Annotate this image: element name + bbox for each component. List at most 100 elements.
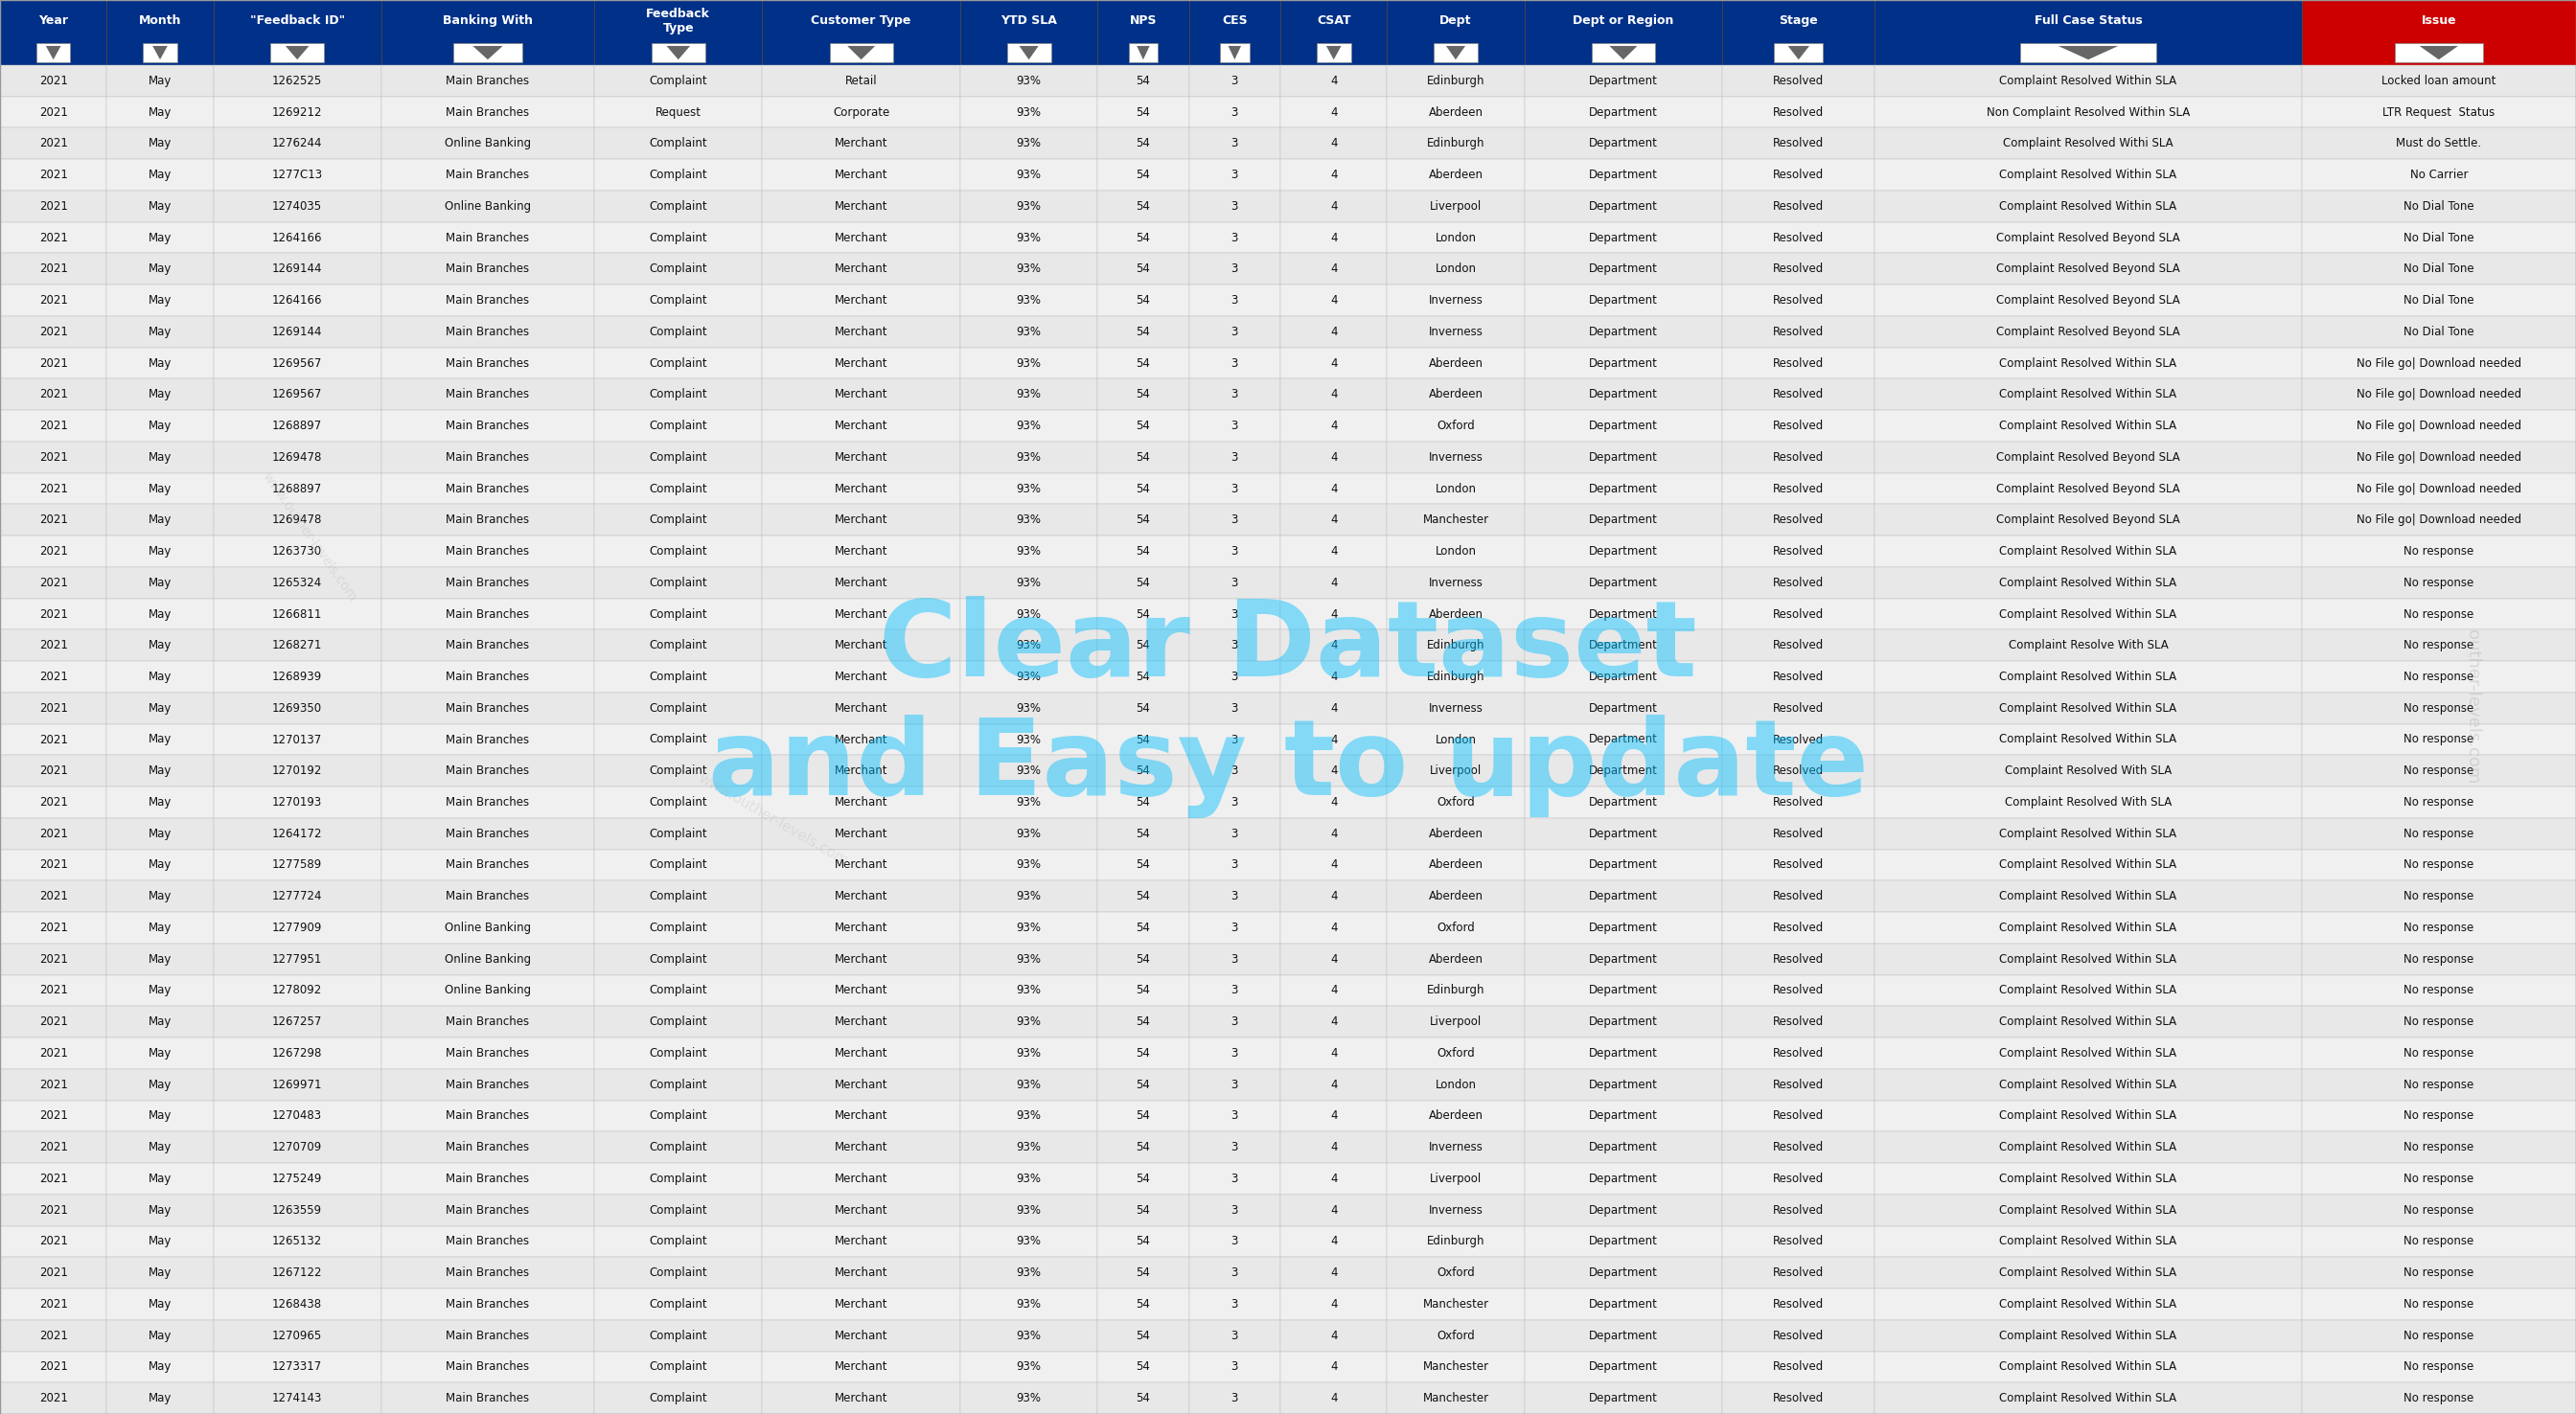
- Bar: [1875, 1100, 2300, 1131]
- Text: 2021: 2021: [39, 482, 67, 495]
- Text: Resolved: Resolved: [1772, 168, 1824, 181]
- Bar: [1280, 65, 1386, 96]
- Text: Merchant: Merchant: [835, 1079, 889, 1090]
- Bar: [106, 755, 214, 786]
- Text: Resolved: Resolved: [1772, 482, 1824, 495]
- Bar: [1723, 127, 1875, 160]
- Bar: [1280, 317, 1386, 348]
- Bar: [0, 693, 106, 724]
- Bar: [1190, 317, 1280, 348]
- Bar: [1128, 42, 1157, 62]
- Bar: [106, 1164, 214, 1195]
- Bar: [2396, 42, 2483, 62]
- Text: Edinburgh: Edinburgh: [1427, 1236, 1484, 1247]
- Text: Department: Department: [1589, 1046, 1659, 1059]
- Text: 93%: 93%: [1018, 734, 1041, 745]
- Text: 93%: 93%: [1018, 294, 1041, 307]
- Bar: [106, 974, 214, 1007]
- Bar: [2300, 662, 2576, 693]
- Text: Complaint: Complaint: [649, 356, 708, 369]
- Text: Merchant: Merchant: [835, 513, 889, 526]
- Bar: [1280, 598, 1386, 629]
- Bar: [106, 222, 214, 253]
- Text: 2021: 2021: [39, 1203, 67, 1216]
- Bar: [1190, 96, 1280, 127]
- Text: 4: 4: [1329, 827, 1337, 840]
- Text: No response: No response: [2403, 827, 2473, 840]
- Bar: [106, 724, 214, 755]
- Bar: [1525, 1288, 1723, 1319]
- Polygon shape: [1020, 45, 1038, 59]
- Bar: [1525, 755, 1723, 786]
- Bar: [1525, 1038, 1723, 1069]
- Text: Merchant: Merchant: [835, 325, 889, 338]
- Text: Merchant: Merchant: [835, 232, 889, 243]
- Bar: [961, 662, 1097, 693]
- Bar: [1097, 127, 1190, 160]
- Bar: [652, 42, 706, 62]
- Text: Aberdeen: Aberdeen: [1427, 106, 1484, 119]
- Text: 2021: 2021: [39, 734, 67, 745]
- Bar: [762, 379, 961, 410]
- Bar: [595, 1288, 762, 1319]
- Text: 1269478: 1269478: [273, 451, 322, 464]
- Bar: [1280, 850, 1386, 881]
- Bar: [1386, 786, 1525, 817]
- Text: Inverness: Inverness: [1430, 577, 1484, 590]
- Text: Merchant: Merchant: [835, 137, 889, 150]
- Text: Must do Settle.: Must do Settle.: [2396, 137, 2481, 150]
- Bar: [1280, 662, 1386, 693]
- Bar: [1875, 65, 2300, 96]
- Bar: [1386, 567, 1525, 598]
- Bar: [1723, 441, 1875, 472]
- Text: 1269144: 1269144: [273, 325, 322, 338]
- Bar: [1386, 65, 1525, 96]
- Text: May: May: [149, 482, 173, 495]
- Bar: [961, 1257, 1097, 1288]
- Bar: [1386, 1257, 1525, 1288]
- Text: May: May: [149, 827, 173, 840]
- Bar: [214, 284, 381, 317]
- Text: 93%: 93%: [1018, 1298, 1041, 1311]
- Text: Merchant: Merchant: [835, 546, 889, 557]
- Bar: [762, 1352, 961, 1383]
- Text: Complaint Resolved Beyond SLA: Complaint Resolved Beyond SLA: [1996, 263, 2179, 276]
- Text: Edinburgh: Edinburgh: [1427, 639, 1484, 652]
- Text: 93%: 93%: [1018, 827, 1041, 840]
- Bar: [1386, 222, 1525, 253]
- Bar: [595, 1352, 762, 1383]
- Bar: [1190, 1195, 1280, 1226]
- Text: No response: No response: [2403, 1203, 2473, 1216]
- Bar: [0, 1226, 106, 1257]
- Text: 4: 4: [1329, 796, 1337, 809]
- Bar: [381, 1319, 595, 1352]
- Bar: [0, 0, 106, 65]
- Bar: [1280, 629, 1386, 662]
- Bar: [1875, 472, 2300, 505]
- Bar: [961, 1007, 1097, 1038]
- Text: Complaint: Complaint: [649, 420, 708, 433]
- Bar: [762, 441, 961, 472]
- Text: Corporate: Corporate: [832, 106, 889, 119]
- Text: 1270137: 1270137: [273, 734, 322, 745]
- Bar: [1280, 1288, 1386, 1319]
- Bar: [2300, 505, 2576, 536]
- Text: Department: Department: [1589, 513, 1659, 526]
- Bar: [2300, 881, 2576, 912]
- Bar: [762, 191, 961, 222]
- Bar: [0, 505, 106, 536]
- Text: Complaint Resolved Within SLA: Complaint Resolved Within SLA: [1999, 168, 2177, 181]
- Bar: [106, 96, 214, 127]
- Text: Complaint: Complaint: [649, 1079, 708, 1090]
- Bar: [961, 1069, 1097, 1100]
- Text: May: May: [149, 1141, 173, 1154]
- Text: 4: 4: [1329, 106, 1337, 119]
- Bar: [762, 724, 961, 755]
- Bar: [1875, 317, 2300, 348]
- Polygon shape: [286, 45, 309, 59]
- Text: Merchant: Merchant: [835, 639, 889, 652]
- Text: No response: No response: [2403, 734, 2473, 745]
- Bar: [1875, 662, 2300, 693]
- Text: 4: 4: [1329, 984, 1337, 997]
- Text: 2021: 2021: [39, 670, 67, 683]
